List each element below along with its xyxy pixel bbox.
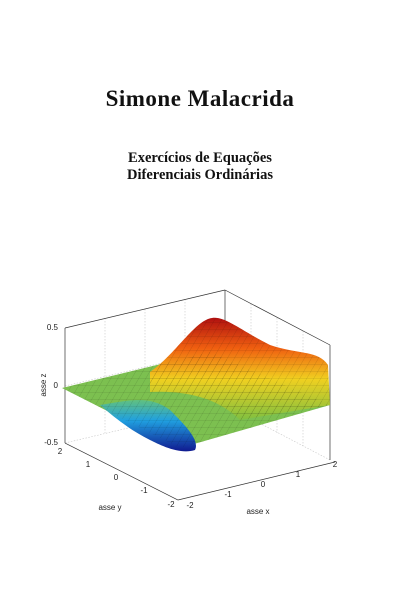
x-tick-label: 0 bbox=[261, 480, 266, 489]
surface bbox=[62, 317, 330, 452]
z-tick-label: 0 bbox=[54, 381, 59, 390]
y-tick-label: 0 bbox=[114, 473, 119, 482]
x-tick-label: 1 bbox=[296, 470, 301, 479]
y-tick-label: 1 bbox=[86, 460, 91, 469]
x-tick-label: 2 bbox=[333, 460, 338, 469]
x-tick-label: -2 bbox=[186, 501, 194, 510]
title-line: Diferenciais Ordinárias bbox=[127, 167, 273, 183]
y-tick-label: 2 bbox=[58, 447, 63, 456]
title: Exercícios de Equações Diferenciais Ordi… bbox=[0, 150, 400, 184]
z-axis-label: asse z bbox=[39, 373, 48, 396]
author: Simone Malacrida bbox=[105, 86, 295, 111]
y-tick-label: -1 bbox=[140, 486, 148, 495]
axes-box bbox=[64, 289, 336, 501]
z-tick-label: 0.5 bbox=[47, 323, 59, 332]
z-tick-label: -0.5 bbox=[44, 438, 58, 447]
x-tick-label: -1 bbox=[224, 490, 232, 499]
title-line: Exercícios de Equações bbox=[128, 150, 272, 166]
y-tick-label: -2 bbox=[167, 500, 175, 509]
x-axis-label: asse x bbox=[246, 507, 269, 516]
y-axis-label: asse y bbox=[98, 503, 121, 512]
